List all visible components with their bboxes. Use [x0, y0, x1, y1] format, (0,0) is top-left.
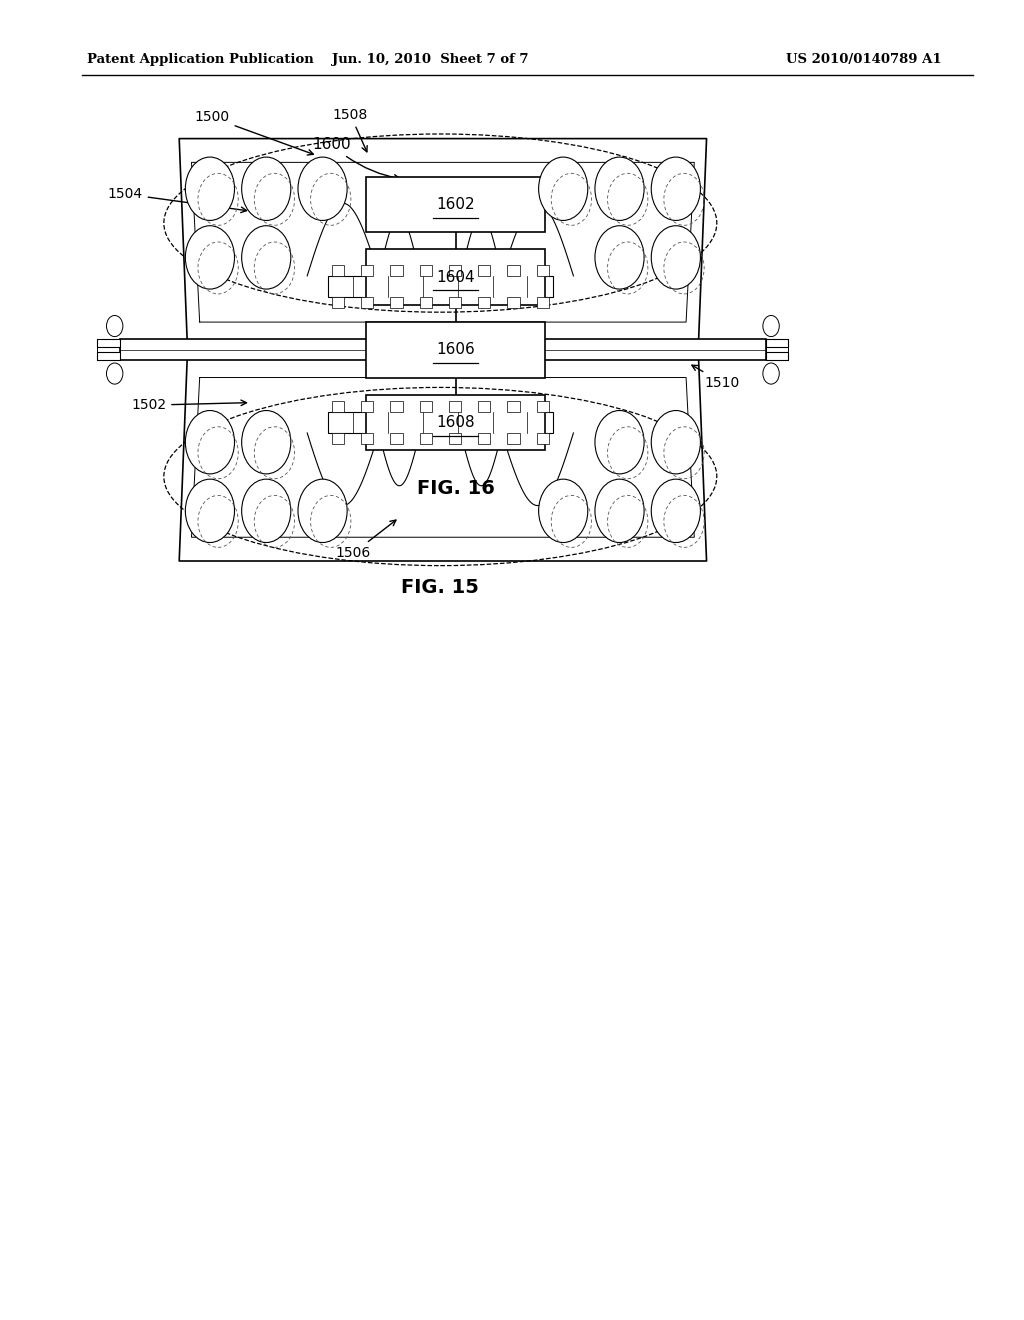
- Text: US 2010/0140789 A1: US 2010/0140789 A1: [786, 53, 942, 66]
- Bar: [328, 412, 553, 433]
- Bar: [367, 249, 545, 305]
- Bar: [537, 433, 549, 444]
- Circle shape: [242, 157, 291, 220]
- Bar: [367, 322, 545, 378]
- Bar: [390, 433, 402, 444]
- Circle shape: [185, 411, 234, 474]
- Bar: [361, 297, 374, 308]
- Bar: [332, 297, 344, 308]
- Text: 1506: 1506: [336, 520, 396, 560]
- Bar: [332, 433, 344, 444]
- Bar: [478, 297, 490, 308]
- Circle shape: [595, 157, 644, 220]
- Bar: [766, 352, 788, 360]
- Bar: [420, 297, 432, 308]
- Bar: [332, 265, 344, 276]
- Text: 1504: 1504: [108, 187, 247, 213]
- Circle shape: [651, 226, 700, 289]
- Bar: [390, 297, 402, 308]
- Bar: [478, 401, 490, 412]
- Bar: [537, 265, 549, 276]
- Bar: [361, 433, 374, 444]
- Circle shape: [298, 157, 347, 220]
- Bar: [361, 265, 374, 276]
- Bar: [328, 276, 553, 297]
- Circle shape: [651, 479, 700, 543]
- Text: FIG. 15: FIG. 15: [401, 578, 479, 597]
- Bar: [420, 433, 432, 444]
- Bar: [766, 339, 788, 347]
- Bar: [507, 297, 519, 308]
- Text: Jun. 10, 2010  Sheet 7 of 7: Jun. 10, 2010 Sheet 7 of 7: [332, 53, 528, 66]
- Circle shape: [106, 315, 123, 337]
- Circle shape: [595, 226, 644, 289]
- Text: 1608: 1608: [436, 414, 475, 430]
- Text: 1502: 1502: [131, 399, 247, 412]
- Circle shape: [651, 411, 700, 474]
- Bar: [478, 265, 490, 276]
- Bar: [361, 401, 374, 412]
- Bar: [449, 401, 461, 412]
- Circle shape: [242, 411, 291, 474]
- Bar: [97, 352, 120, 360]
- Bar: [367, 177, 545, 232]
- Bar: [507, 265, 519, 276]
- Text: 1600: 1600: [312, 137, 400, 181]
- Bar: [449, 433, 461, 444]
- Text: 1500: 1500: [195, 111, 313, 154]
- Text: 1604: 1604: [436, 269, 475, 285]
- Circle shape: [595, 479, 644, 543]
- Bar: [390, 265, 402, 276]
- Circle shape: [106, 363, 123, 384]
- Bar: [120, 339, 766, 360]
- Bar: [390, 401, 402, 412]
- Circle shape: [185, 479, 234, 543]
- Circle shape: [763, 363, 779, 384]
- Circle shape: [298, 479, 347, 543]
- Circle shape: [539, 479, 588, 543]
- Bar: [449, 297, 461, 308]
- Circle shape: [242, 226, 291, 289]
- Bar: [367, 395, 545, 450]
- Bar: [420, 265, 432, 276]
- Bar: [332, 401, 344, 412]
- Bar: [478, 433, 490, 444]
- Circle shape: [763, 315, 779, 337]
- Bar: [507, 433, 519, 444]
- Text: 1602: 1602: [436, 197, 475, 213]
- Circle shape: [651, 157, 700, 220]
- Text: Patent Application Publication: Patent Application Publication: [87, 53, 313, 66]
- Bar: [537, 401, 549, 412]
- Bar: [449, 265, 461, 276]
- Circle shape: [242, 479, 291, 543]
- Circle shape: [595, 411, 644, 474]
- Bar: [507, 401, 519, 412]
- Circle shape: [185, 157, 234, 220]
- Bar: [420, 401, 432, 412]
- Bar: [537, 297, 549, 308]
- Text: 1508: 1508: [333, 108, 368, 152]
- Text: 1510: 1510: [692, 366, 739, 389]
- Circle shape: [185, 226, 234, 289]
- Circle shape: [539, 157, 588, 220]
- Text: 1606: 1606: [436, 342, 475, 358]
- Bar: [97, 339, 120, 347]
- Text: FIG. 16: FIG. 16: [417, 479, 495, 498]
